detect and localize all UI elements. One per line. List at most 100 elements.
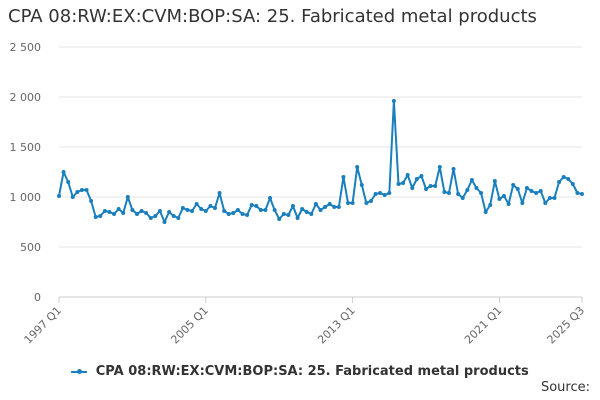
data-point[interactable] — [121, 211, 126, 215]
data-point[interactable] — [561, 175, 566, 179]
data-point[interactable] — [254, 204, 259, 208]
data-point[interactable] — [217, 191, 222, 195]
data-point[interactable] — [538, 189, 543, 193]
data-point[interactable] — [277, 217, 282, 221]
data-point[interactable] — [359, 183, 364, 187]
data-point[interactable] — [281, 212, 286, 216]
data-point[interactable] — [180, 206, 185, 210]
data-point[interactable] — [235, 208, 240, 212]
data-point[interactable] — [116, 207, 121, 211]
data-point[interactable] — [350, 201, 355, 205]
data-point[interactable] — [424, 187, 429, 191]
data-point[interactable] — [286, 213, 291, 217]
data-point[interactable] — [107, 210, 112, 214]
data-point[interactable] — [212, 206, 217, 210]
data-point[interactable] — [231, 211, 236, 215]
data-point[interactable] — [469, 178, 474, 182]
data-point[interactable] — [336, 205, 341, 209]
data-point[interactable] — [240, 212, 245, 216]
data-point[interactable] — [442, 190, 447, 194]
data-point[interactable] — [304, 210, 309, 214]
data-point[interactable] — [208, 204, 213, 208]
data-point[interactable] — [502, 194, 507, 198]
data-point[interactable] — [153, 214, 158, 218]
data-point[interactable] — [61, 170, 66, 174]
data-point[interactable] — [410, 186, 415, 190]
data-point[interactable] — [391, 99, 396, 103]
data-point[interactable] — [134, 212, 139, 216]
data-point[interactable] — [570, 182, 575, 186]
data-point[interactable] — [446, 191, 451, 195]
data-point[interactable] — [66, 180, 71, 184]
data-point[interactable] — [199, 207, 204, 211]
data-point[interactable] — [483, 210, 488, 214]
data-point[interactable] — [524, 186, 529, 190]
data-point[interactable] — [474, 186, 479, 190]
data-point[interactable] — [520, 201, 525, 205]
data-point[interactable] — [497, 197, 502, 201]
data-point[interactable] — [373, 192, 378, 196]
data-point[interactable] — [157, 209, 162, 213]
data-point[interactable] — [148, 216, 153, 220]
data-point[interactable] — [543, 201, 548, 205]
data-point[interactable] — [488, 203, 493, 207]
data-point[interactable] — [318, 208, 323, 212]
data-point[interactable] — [226, 212, 231, 216]
data-point[interactable] — [492, 179, 497, 183]
data-point[interactable] — [552, 196, 557, 200]
data-point[interactable] — [263, 208, 268, 212]
data-point[interactable] — [327, 202, 332, 206]
data-point[interactable] — [575, 191, 580, 195]
data-point[interactable] — [515, 187, 520, 191]
data-point[interactable] — [93, 215, 98, 219]
data-point[interactable] — [185, 208, 190, 212]
data-point[interactable] — [249, 203, 254, 207]
data-point[interactable] — [75, 190, 80, 194]
data-point[interactable] — [84, 188, 89, 192]
data-point[interactable] — [162, 220, 167, 224]
legend[interactable]: CPA 08:RW:EX:CVM:BOP:SA: 25. Fabricated … — [0, 364, 600, 379]
data-point[interactable] — [547, 196, 552, 200]
data-point[interactable] — [79, 188, 84, 192]
data-point[interactable] — [511, 183, 516, 187]
data-point[interactable] — [401, 181, 406, 185]
data-point[interactable] — [167, 210, 172, 214]
data-point[interactable] — [419, 174, 424, 178]
data-point[interactable] — [378, 191, 383, 195]
data-point[interactable] — [112, 212, 117, 216]
data-point[interactable] — [506, 202, 511, 206]
data-point[interactable] — [534, 191, 539, 195]
data-point[interactable] — [89, 199, 94, 203]
data-point[interactable] — [313, 202, 318, 206]
data-point[interactable] — [557, 180, 562, 184]
data-point[interactable] — [460, 196, 465, 200]
data-point[interactable] — [222, 209, 227, 213]
data-point[interactable] — [387, 191, 392, 195]
data-point[interactable] — [341, 175, 346, 179]
data-point[interactable] — [171, 214, 176, 218]
data-point[interactable] — [414, 177, 419, 181]
data-point[interactable] — [405, 173, 410, 177]
data-point[interactable] — [272, 208, 277, 212]
data-point[interactable] — [346, 201, 351, 205]
data-point[interactable] — [332, 205, 337, 209]
data-point[interactable] — [323, 205, 328, 209]
data-point[interactable] — [290, 204, 295, 208]
data-point[interactable] — [456, 192, 461, 196]
data-point[interactable] — [268, 196, 273, 200]
data-point[interactable] — [309, 212, 314, 216]
data-point[interactable] — [70, 195, 75, 199]
data-point[interactable] — [451, 167, 456, 171]
data-point[interactable] — [203, 209, 208, 213]
data-point[interactable] — [139, 209, 144, 213]
data-point[interactable] — [300, 207, 305, 211]
data-point[interactable] — [382, 193, 387, 197]
data-point[interactable] — [428, 184, 433, 188]
data-point[interactable] — [295, 216, 300, 220]
data-point[interactable] — [580, 192, 584, 196]
data-point[interactable] — [258, 208, 263, 212]
data-point[interactable] — [566, 177, 571, 181]
data-point[interactable] — [479, 191, 484, 195]
data-point[interactable] — [102, 209, 107, 213]
data-point[interactable] — [355, 165, 360, 169]
